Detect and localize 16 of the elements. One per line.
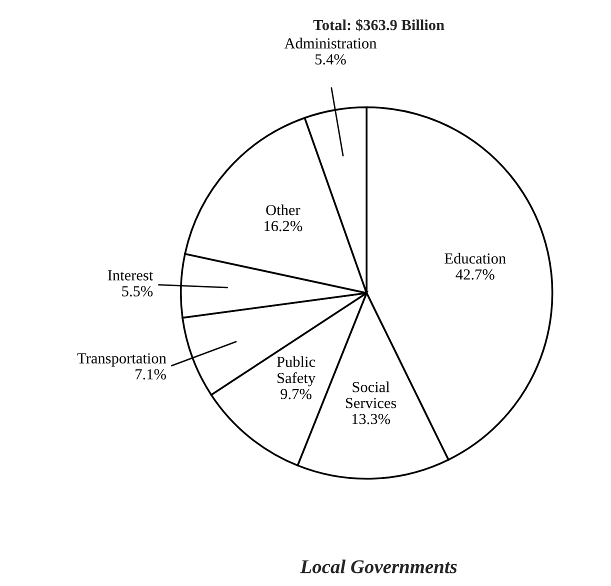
slice-label: Social Services [346,381,396,408]
slice-label: Administration [284,38,377,49]
slice-label: Interest [108,270,154,280]
text: Local Governments [300,560,457,574]
data-label: 9.7% [280,388,312,400]
data-label: 13.3% [352,414,390,424]
data-label: 5.5% [122,286,153,296]
data-label: 42.7% [456,269,494,280]
slice-label: Other [266,204,300,216]
data-label: 5.4% [315,54,346,65]
data-label: 16.2% [264,220,302,232]
slice-label: Public Safety [276,356,316,386]
chart-subtitle: Total: $363.9 Billion [313,18,444,32]
slice-label: Transportation [77,353,166,367]
data-label: 7.1% [136,369,166,380]
slice-label: Education [444,252,506,264]
